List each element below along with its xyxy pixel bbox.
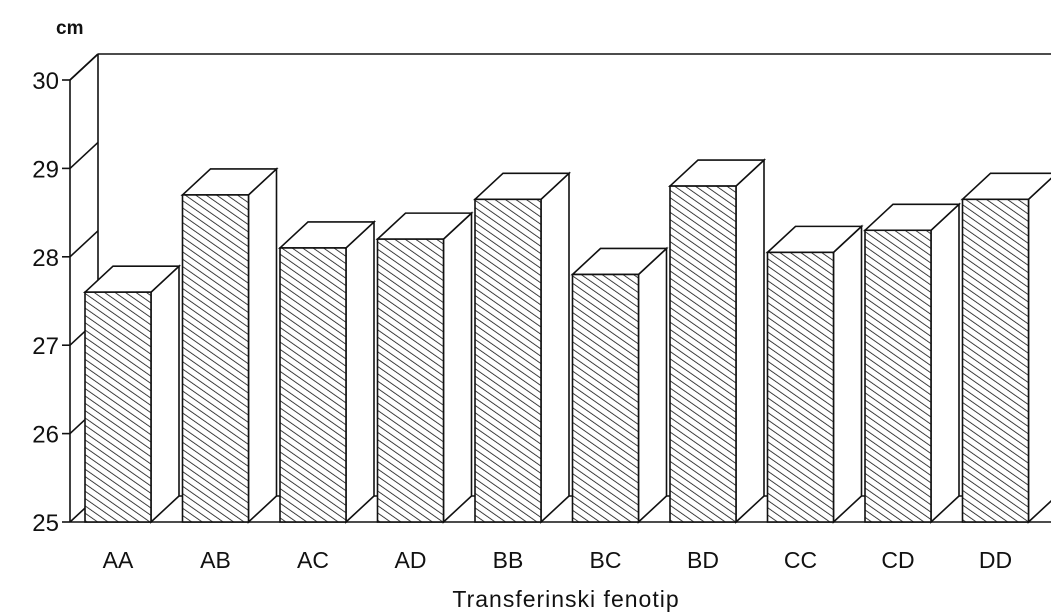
bar-side-face — [540, 171, 570, 524]
y-tick-label: 30 — [32, 68, 59, 95]
bar-cc — [765, 224, 864, 524]
bar-side-face — [735, 158, 765, 524]
y-tick-label: 27 — [32, 333, 59, 360]
bar-side-face — [1027, 177, 1051, 524]
x-tick-label: AC — [297, 547, 329, 573]
bar-front-face — [864, 229, 932, 523]
x-tick-label: CC — [784, 547, 817, 573]
y-tick-label: 29 — [32, 156, 59, 183]
bar-ad — [375, 211, 474, 524]
bar-front-face — [279, 247, 347, 523]
bar-aa — [82, 264, 182, 524]
bar-bb — [472, 171, 572, 524]
y-depth-tick — [69, 141, 99, 169]
y-axis: 25 26 27 28 29 30 — [32, 53, 99, 537]
bar-front-face — [181, 194, 250, 523]
x-axis-title: Transferinski fenotip — [452, 586, 679, 612]
bar-side-face — [150, 264, 180, 524]
x-tick-label: AA — [103, 547, 134, 573]
bar-side-face — [637, 246, 668, 524]
x-tick-label: BB — [493, 547, 524, 573]
bar-ab — [180, 167, 279, 524]
bar-bc — [570, 246, 669, 524]
bar-front-face — [669, 185, 737, 523]
y-depth-tick — [69, 230, 99, 258]
bars — [82, 158, 1051, 524]
bar-ac — [277, 220, 377, 524]
x-tick-label: BD — [687, 547, 719, 573]
x-tick-label: DD — [979, 547, 1012, 573]
bar-side-face — [930, 202, 960, 524]
bar-bd — [667, 158, 767, 524]
bar-side-face — [247, 167, 278, 524]
x-tick-label: CD — [881, 547, 914, 573]
bar-front-face — [376, 238, 445, 523]
bar-dd — [960, 172, 1051, 524]
bar-front-face — [961, 198, 1030, 523]
y-unit-label: cm — [56, 18, 83, 39]
x-axis: AA AB AC AD BB BC BD CC CD DD — [103, 547, 1012, 573]
bar-side-face — [345, 220, 375, 524]
x-tick-label: AD — [395, 547, 427, 573]
x-tick-label: AB — [200, 547, 231, 573]
bar-side-face — [832, 224, 863, 524]
y-tick-label: 28 — [32, 245, 59, 272]
bar-cd — [862, 202, 962, 524]
bar-front-face — [84, 291, 152, 523]
bar-front-face — [766, 251, 835, 523]
y-tick-label: 26 — [32, 422, 59, 449]
y-tick-label: 25 — [32, 510, 59, 537]
y-depth-tick — [69, 53, 99, 81]
bar-front-face — [571, 273, 640, 523]
x-tick-label: BC — [590, 547, 622, 573]
bar-side-face — [442, 211, 473, 524]
bar-front-face — [474, 198, 542, 523]
